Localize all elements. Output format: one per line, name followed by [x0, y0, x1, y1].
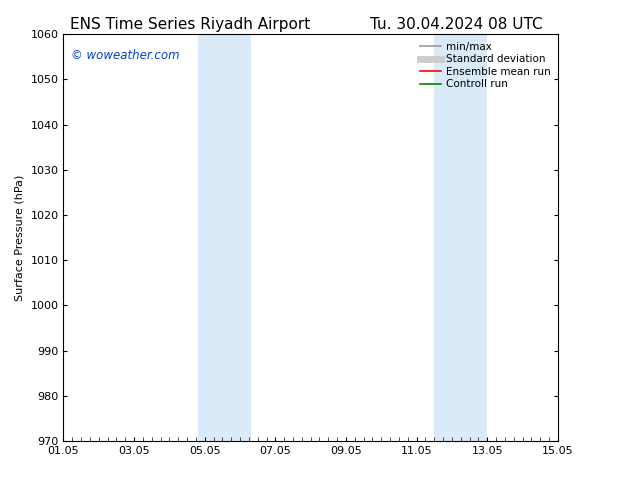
Bar — [198, 34, 250, 441]
Y-axis label: Surface Pressure (hPa): Surface Pressure (hPa) — [15, 174, 25, 301]
Bar — [434, 34, 488, 441]
Legend: min/max, Standard deviation, Ensemble mean run, Controll run: min/max, Standard deviation, Ensemble me… — [418, 40, 553, 92]
Text: Tu. 30.04.2024 08 UTC: Tu. 30.04.2024 08 UTC — [370, 17, 543, 32]
Text: © woweather.com: © woweather.com — [71, 49, 179, 62]
Text: ENS Time Series Riyadh Airport: ENS Time Series Riyadh Airport — [70, 17, 310, 32]
